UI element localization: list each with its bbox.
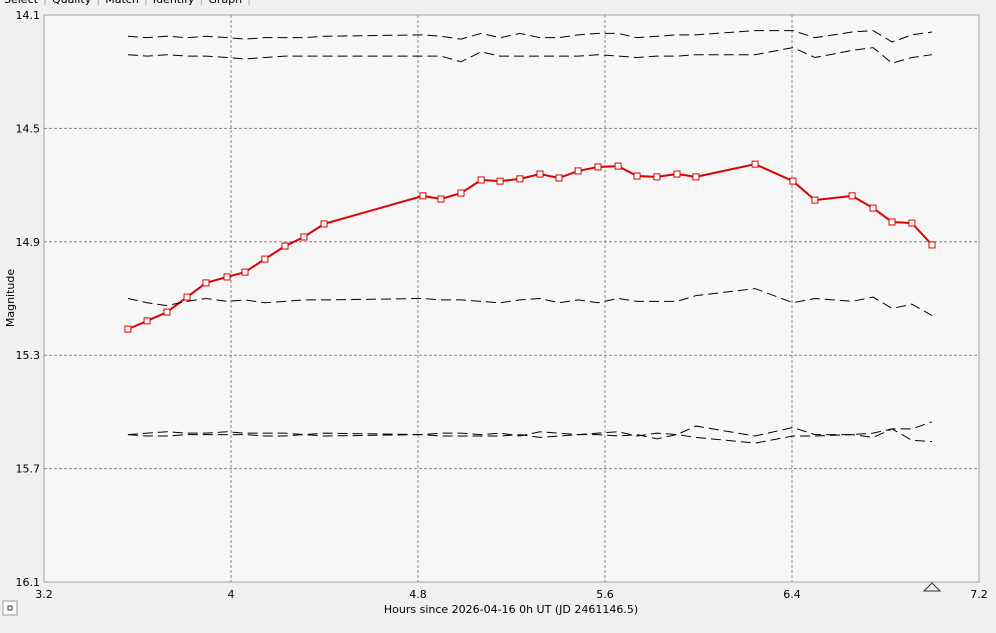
y-tick-label: 16.1 [16, 576, 41, 589]
comparison-line [127, 288, 933, 316]
data-point [869, 204, 877, 212]
data-point [241, 268, 249, 276]
data-point [261, 255, 269, 263]
x-tick-label: 5.6 [596, 588, 614, 601]
y-tick-label: 15.3 [16, 349, 41, 362]
data-point [848, 192, 856, 200]
x-tick-label: 7.2 [970, 588, 988, 601]
data-point [908, 219, 916, 227]
tab[interactable]: Quality [52, 0, 92, 6]
button-icon [7, 605, 13, 611]
x-axis-label: Hours since 2026-04-16 0h UT (JD 2461146… [384, 603, 638, 616]
data-point [163, 308, 171, 316]
y-tick-label: 14.9 [16, 236, 41, 249]
data-point [300, 233, 308, 241]
data-point [516, 175, 524, 183]
tab-bar: Select Quality Match Identify Graph [4, 0, 250, 6]
x-tick-label: 6.4 [783, 588, 801, 601]
data-point [143, 317, 151, 325]
data-point [692, 173, 700, 181]
data-point [536, 170, 544, 178]
data-point [477, 176, 485, 184]
data-point [202, 279, 210, 287]
plot-area [43, 14, 980, 583]
comparison-line [127, 428, 933, 444]
data-point [223, 273, 231, 281]
data-point [124, 325, 132, 333]
data-point [555, 174, 563, 182]
data-point [811, 196, 819, 204]
tab[interactable]: Identify [153, 0, 195, 6]
data-point [320, 220, 328, 228]
tab[interactable]: Select [4, 0, 39, 6]
data-point [653, 173, 661, 181]
data-point [888, 218, 896, 226]
data-point [419, 192, 427, 200]
data-point [437, 195, 445, 203]
tab[interactable]: Graph [208, 0, 242, 6]
data-point [789, 177, 797, 185]
data-point [594, 163, 602, 171]
data-point [574, 167, 582, 175]
y-axis-label: Magnitude [4, 269, 17, 328]
y-tick-label: 15.7 [16, 463, 41, 476]
zoom-button[interactable] [2, 600, 18, 616]
data-point [751, 160, 759, 168]
data-point [614, 162, 622, 170]
x-tick-label: 4 [228, 588, 235, 601]
x-tick-label: 4.8 [409, 588, 427, 601]
data-point [928, 241, 936, 249]
y-tick-label: 14.1 [16, 9, 41, 22]
data-point [457, 189, 465, 197]
data-point [496, 177, 504, 185]
comparison-line [127, 421, 933, 437]
comparison-line [127, 30, 933, 43]
data-point [673, 170, 681, 178]
comparison-line [127, 47, 933, 64]
light-curve [127, 163, 933, 331]
y-tick-label: 14.5 [16, 122, 41, 135]
scroll-marker[interactable] [922, 582, 942, 592]
x-tick-label: 3.2 [35, 588, 53, 601]
data-point [633, 172, 641, 180]
data-point [183, 293, 191, 301]
data-point [281, 242, 289, 250]
tab[interactable]: Match [105, 0, 139, 6]
